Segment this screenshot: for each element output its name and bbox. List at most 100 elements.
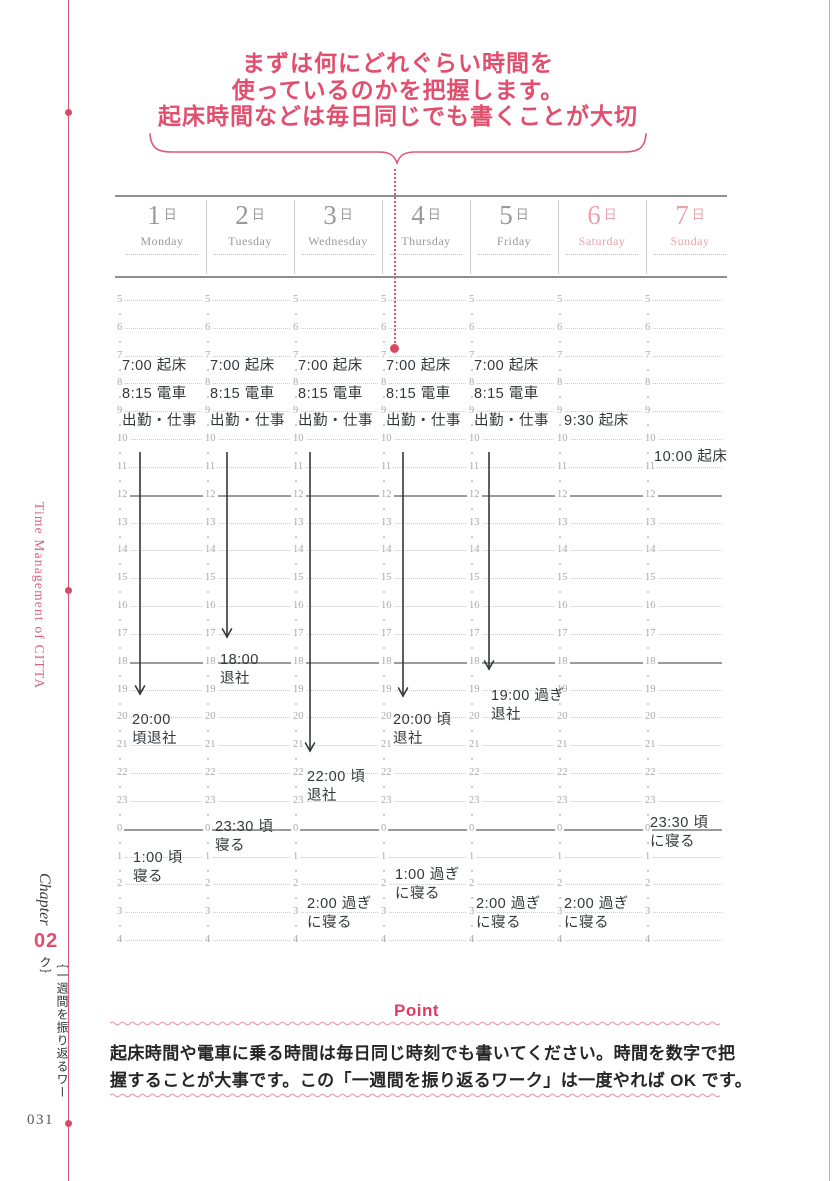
- schedule-entry-line: 退社: [393, 731, 423, 747]
- half-hour-dot: [119, 925, 121, 928]
- schedule-entry-line: 出勤・仕事: [298, 413, 373, 429]
- schedule-entry-line: 出勤・仕事: [386, 413, 461, 429]
- half-hour-dot: [471, 897, 473, 900]
- schedule-entry-line: 8:15 電車: [386, 386, 451, 402]
- schedule-entry-line: 出勤・仕事: [122, 413, 197, 429]
- hour-label: 15: [555, 572, 570, 584]
- schedule-entry-line: 22:00 頃: [307, 769, 366, 785]
- hour-label: 23: [203, 794, 218, 806]
- hour-label: 7: [555, 349, 565, 361]
- hour-line-11: [115, 466, 722, 468]
- half-hour-dot: [471, 479, 473, 482]
- half-hour-dot: [647, 479, 649, 482]
- hour-label: 18: [379, 655, 394, 667]
- half-hour-dot: [207, 340, 209, 343]
- calendar-header-bottom-border: [115, 276, 727, 278]
- hour-label: 6: [203, 321, 213, 333]
- hour-line-20: [115, 717, 722, 719]
- hour-label: 6: [115, 321, 125, 333]
- half-hour-dot: [559, 758, 561, 761]
- half-hour-dot: [471, 702, 473, 705]
- half-hour-dot: [471, 786, 473, 789]
- half-hour-dot: [383, 758, 385, 761]
- schedule-entry-line: 20:00 頃: [393, 712, 452, 728]
- hour-label: 0: [115, 822, 125, 834]
- half-hour-dot: [471, 368, 473, 371]
- half-hour-dot: [559, 730, 561, 733]
- half-hour-dot: [383, 646, 385, 649]
- hour-label: 8: [203, 377, 213, 389]
- schedule-entry: 出勤・仕事: [386, 412, 461, 431]
- half-hour-dot: [559, 813, 561, 816]
- point-text-line-1: 起床時間や電車に乗る時間は毎日同じ時刻でも書いてください。時間を数字で把: [110, 1044, 736, 1063]
- half-hour-dot: [647, 340, 649, 343]
- hour-label: 6: [291, 321, 301, 333]
- hour-label: 2: [203, 878, 213, 890]
- half-hour-dot: [647, 897, 649, 900]
- day-column-separator: [294, 200, 295, 274]
- hour-label: 2: [643, 878, 653, 890]
- sidebar-title: Time Management of CITTA: [32, 502, 47, 690]
- hour-label: 23: [115, 794, 130, 806]
- half-hour-dot: [647, 813, 649, 816]
- day-header-friday: 5 日 Friday: [470, 201, 558, 255]
- half-hour-dot: [295, 424, 297, 427]
- schedule-entry-line: 退社: [491, 707, 521, 723]
- schedule-entry-line: 19:00 過ぎ: [491, 688, 565, 704]
- schedule-entry: 18:00 退社: [220, 651, 259, 689]
- schedule-entry: 2:00 過ぎ に寝る: [307, 895, 372, 933]
- hour-label: 5: [379, 293, 389, 305]
- hour-label: 6: [643, 321, 653, 333]
- half-hour-dot: [295, 702, 297, 705]
- hour-label: 20: [203, 711, 218, 723]
- hour-label: 5: [291, 293, 301, 305]
- hour-label: 17: [379, 627, 394, 639]
- hour-line-0: [115, 828, 722, 831]
- half-hour-dot: [471, 646, 473, 649]
- schedule-entry: 23:30 頃寝る: [215, 818, 273, 856]
- half-hour-dot: [295, 925, 297, 928]
- half-hour-dot: [647, 674, 649, 677]
- schedule-entry: 7:00 起床: [122, 357, 187, 376]
- half-hour-dot: [119, 786, 121, 789]
- duration-arrow: [221, 452, 233, 639]
- hour-label: 4: [115, 934, 125, 946]
- half-hour-dot: [647, 507, 649, 510]
- half-hour-dot: [383, 925, 385, 928]
- hour-label: 16: [379, 600, 394, 612]
- half-hour-dot: [647, 786, 649, 789]
- schedule-entry-line: 出勤・仕事: [474, 413, 549, 429]
- half-hour-dot: [295, 368, 297, 371]
- weekday-underline: [654, 254, 726, 255]
- half-hour-dot: [559, 646, 561, 649]
- hour-label: 18: [467, 655, 482, 667]
- half-hour-dot: [383, 702, 385, 705]
- hour-label: 19: [379, 683, 394, 695]
- half-hour-dot: [383, 368, 385, 371]
- half-hour-dot: [207, 786, 209, 789]
- schedule-entry: 10:00 起床: [654, 448, 727, 467]
- half-hour-dot: [207, 424, 209, 427]
- half-hour-dot: [383, 897, 385, 900]
- hour-label: 4: [555, 934, 565, 946]
- day-suffix: 日: [251, 207, 265, 222]
- hour-label: 10: [643, 433, 658, 445]
- hour-label: 9: [467, 405, 477, 417]
- hour-label: 21: [643, 739, 658, 751]
- hour-label: 23: [555, 794, 570, 806]
- hour-label: 13: [467, 516, 482, 528]
- page-edge-rule: [829, 0, 830, 1181]
- half-hour-dot: [207, 813, 209, 816]
- hour-label: 21: [203, 739, 218, 751]
- hour-label: 9: [643, 405, 653, 417]
- half-hour-dot: [383, 507, 385, 510]
- half-hour-dot: [295, 813, 297, 816]
- hour-line-14: [115, 550, 722, 552]
- hour-label: 4: [467, 934, 477, 946]
- hour-label: 20: [555, 711, 570, 723]
- weekday-underline: [302, 254, 374, 255]
